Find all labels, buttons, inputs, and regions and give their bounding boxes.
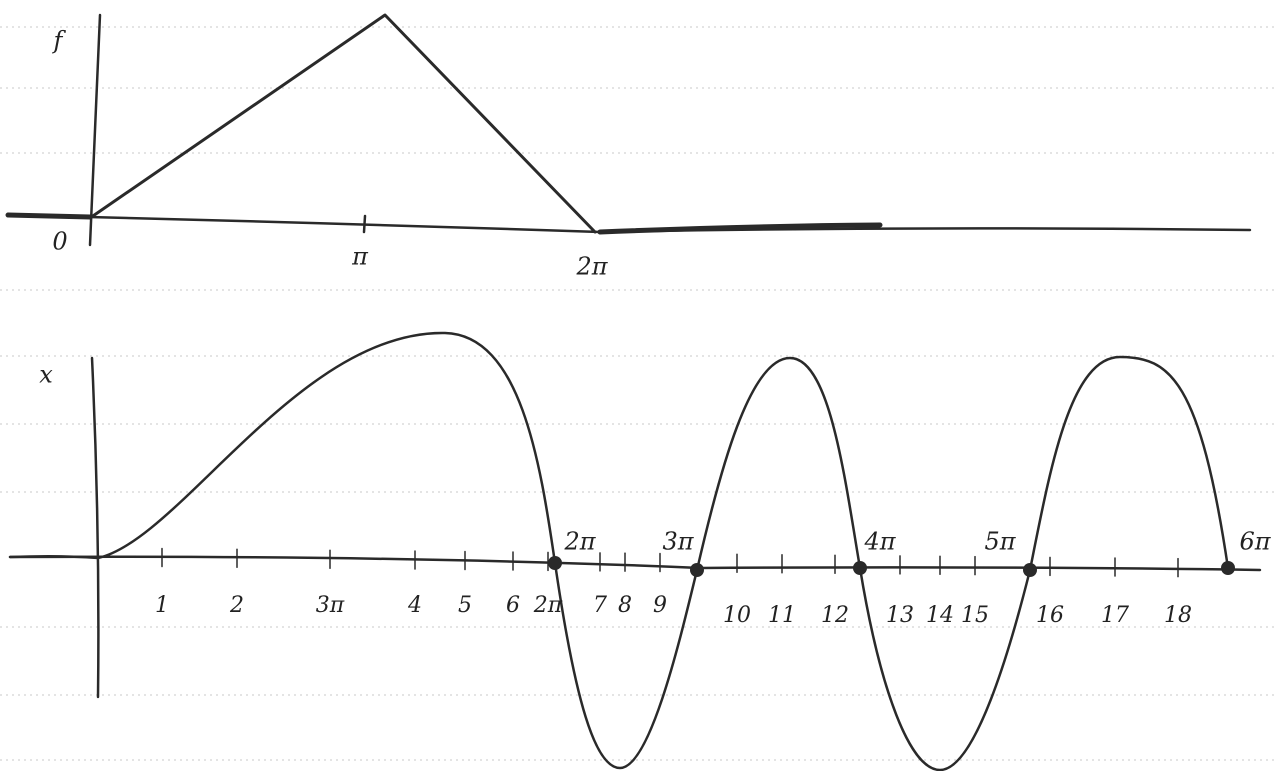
crossing-label: 6π [1239,528,1271,556]
tick-label: 6 [506,593,520,618]
wave [8,331,1230,771]
axis-label: x [39,361,53,389]
tick-label: 11 [768,603,796,628]
bottom-ticks: 1 2 3π 4 5 6 2π 7 8 9 10 11 12 13 14 15 16 17 18 [155,547,1192,628]
triangle [88,13,597,234]
pi-tick [362,214,367,234]
crossing-label: 4π [863,528,896,556]
bottom-x-axis [8,555,1262,572]
crossing-dot [548,556,562,570]
tick-label: 0 [52,228,67,256]
tick-label: 2 [229,593,244,618]
crossing-label: 2π [563,528,596,556]
tick-label: 1 [155,593,169,618]
tick-label: 3π [316,593,345,618]
tick-label: 10 [723,603,751,628]
tick-label: 14 [926,603,954,628]
bottom-y-axis [90,356,100,699]
tick-label: 12 [821,603,849,628]
tick-label: 2π [533,593,563,618]
tick-label: 8 [618,593,632,618]
tick-label: 13 [886,603,914,628]
tick-label: 5 [458,593,472,618]
crossing-dot [853,561,867,575]
crossing-dot [1221,561,1235,575]
tick-label: 2π [575,253,608,281]
crossing-label: 3π [662,528,694,556]
tick-label: 15 [961,603,989,628]
paper-rules [0,26,1277,761]
crossing-dots: 2π 3π 4π 5π 6π [548,528,1272,577]
tick-label: 4 [407,593,422,618]
tick-label: π [351,243,369,271]
tick-label: 16 [1036,603,1064,628]
tick-label: 7 [593,593,607,618]
top-baseline-heavy [5,212,883,235]
tick-label: 17 [1101,603,1129,628]
crossing-dot [1023,563,1037,577]
tick-label: 18 [1164,603,1192,628]
crossing-dot [690,563,704,577]
axis-label: f [52,27,67,55]
crossing-label: 5π [984,528,1016,556]
tick-label: 9 [653,593,667,618]
